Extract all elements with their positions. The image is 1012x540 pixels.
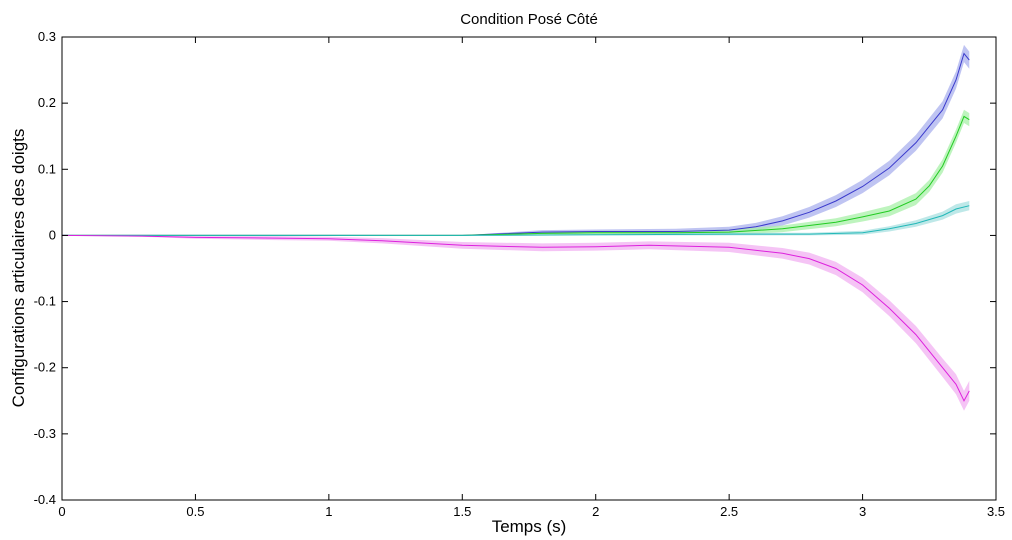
- series-1-band: [62, 44, 970, 236]
- series-3-line: [62, 205, 970, 236]
- x-tick-label: 0: [58, 504, 65, 519]
- y-tick-label: -0.1: [34, 294, 56, 309]
- x-axis-label: Temps (s): [492, 517, 567, 536]
- x-tick-label: 3.5: [987, 504, 1005, 519]
- series-4-line: [61, 234, 970, 402]
- chart-title: Condition Posé Côté: [460, 11, 598, 28]
- axes: 0 0.5 1 1.5 2 2.5 3 3.5 0.3 0.2 0.1 0 -0.1 -0.2 -0.3 -0…: [34, 29, 1005, 519]
- x-tick-label: 2: [592, 504, 599, 519]
- x-tick-label: 1: [325, 504, 332, 519]
- series-lines: [61, 52, 970, 402]
- series-2-line: [62, 115, 970, 236]
- series-4-band: [62, 235, 970, 411]
- series-3-band: [62, 201, 970, 236]
- plot-frame: [61, 36, 997, 501]
- y-axis-label: Configurations articulaires des doigts: [9, 129, 28, 408]
- y-tick-label: -0.2: [34, 360, 56, 375]
- y-tick-label: -0.3: [34, 426, 56, 441]
- series-2-band: [62, 109, 970, 236]
- y-tick-label: 0.3: [38, 29, 56, 44]
- y-tick-label: 0.1: [38, 161, 56, 176]
- y-tick-label: 0.2: [38, 95, 56, 110]
- x-tick-label: 3: [859, 504, 866, 519]
- x-tick-label: 0.5: [186, 504, 204, 519]
- y-tick-label: -0.4: [34, 492, 56, 507]
- series-1-line: [62, 52, 970, 236]
- confidence-bands: [62, 44, 970, 411]
- x-tick-label: 2.5: [720, 504, 738, 519]
- y-tick-label: 0: [49, 227, 56, 242]
- x-tick-label: 1.5: [453, 504, 471, 519]
